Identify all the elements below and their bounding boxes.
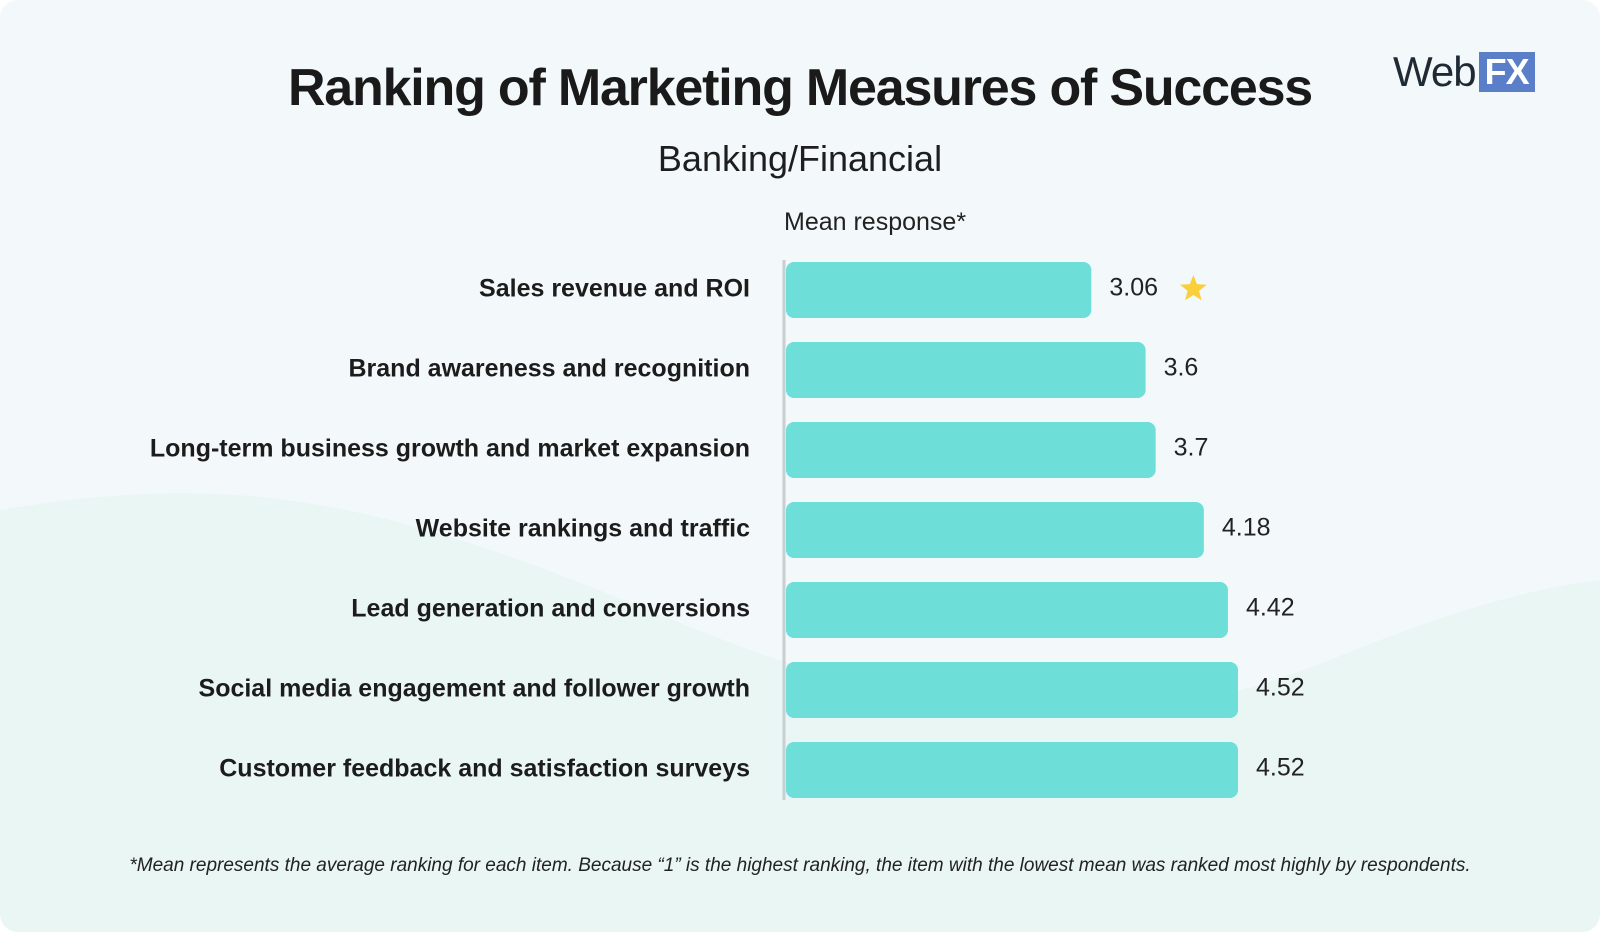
- value-label-5: 4.52: [1256, 674, 1305, 702]
- bar-0: [786, 262, 1092, 318]
- category-label-6: Customer feedback and satisfaction surve…: [219, 755, 750, 783]
- category-label-4: Lead generation and conversions: [351, 595, 750, 623]
- logo-fx-badge: FX: [1478, 52, 1535, 92]
- category-label-5: Social media engagement and follower gro…: [199, 675, 750, 703]
- bar-3: [786, 502, 1204, 558]
- category-label-1: Brand awareness and recognition: [349, 355, 751, 383]
- value-label-1: 3.6: [1164, 354, 1199, 382]
- value-label-2: 3.7: [1174, 434, 1209, 462]
- value-label-6: 4.52: [1256, 754, 1305, 782]
- bar-2: [786, 422, 1156, 478]
- logo-web-text: Web: [1393, 48, 1477, 95]
- bar-6: [786, 742, 1238, 798]
- bar-4: [786, 582, 1228, 638]
- axis-label: Mean response*: [784, 208, 967, 236]
- category-label-0: Sales revenue and ROI: [479, 275, 750, 303]
- value-label-4: 4.42: [1246, 594, 1295, 622]
- bar-1: [786, 342, 1146, 398]
- bar-5: [786, 662, 1238, 718]
- chart-title: Ranking of Marketing Measures of Success: [287, 59, 1313, 117]
- value-label-3: 4.18: [1222, 514, 1271, 542]
- category-label-2: Long-term business growth and market exp…: [150, 435, 750, 463]
- category-label-3: Website rankings and traffic: [416, 515, 750, 543]
- value-label-0: 3.06: [1109, 274, 1158, 302]
- chart-subtitle: Banking/Financial: [657, 138, 943, 179]
- star-icon: [1180, 275, 1207, 301]
- webfx-logo: Web FX: [1393, 50, 1535, 94]
- footnote: *Mean represents the average ranking for…: [129, 855, 1471, 876]
